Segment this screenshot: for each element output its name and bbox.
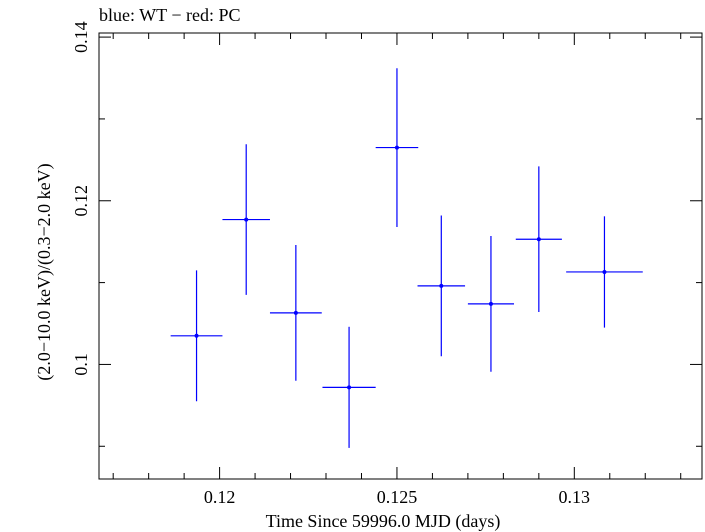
point-marker-1 (244, 217, 249, 222)
data-point-1 (222, 144, 270, 295)
point-marker-6 (488, 301, 493, 306)
y-tick-label-2: 0.14 (71, 21, 91, 53)
point-marker-0 (194, 333, 199, 338)
plot-frame (98, 32, 703, 480)
x-tick-label-1: 0.125 (377, 487, 418, 507)
y-tick-label-1: 0.12 (71, 185, 91, 217)
point-marker-2 (293, 310, 298, 315)
tick-labels: 0.12 0.125 0.13 0.1 0.12 0.14 (71, 21, 590, 507)
chart-title: blue: WT − red: PC (99, 5, 240, 25)
point-marker-3 (347, 385, 352, 390)
data-point-5 (417, 215, 466, 357)
data-point-7 (515, 166, 562, 313)
point-marker-4 (394, 145, 399, 150)
data-point-8 (566, 216, 643, 328)
data-point-4 (375, 68, 419, 227)
data-points (170, 68, 643, 448)
axis-ticks (99, 33, 702, 479)
y-axis-label: (2.0−10.0 keV)/(0.3−2.0 keV) (34, 163, 55, 380)
point-marker-7 (536, 237, 541, 242)
data-point-3 (322, 326, 376, 448)
y-tick-label-0: 0.1 (71, 353, 91, 376)
data-point-2 (269, 244, 322, 381)
x-tick-label-2: 0.13 (559, 487, 591, 507)
data-point-0 (170, 270, 223, 402)
point-marker-8 (602, 269, 607, 274)
x-axis-label: Time Since 59996.0 MJD (days) (266, 511, 501, 532)
data-point-6 (467, 235, 515, 372)
point-marker-5 (439, 283, 444, 288)
x-tick-label-0: 0.12 (204, 487, 236, 507)
